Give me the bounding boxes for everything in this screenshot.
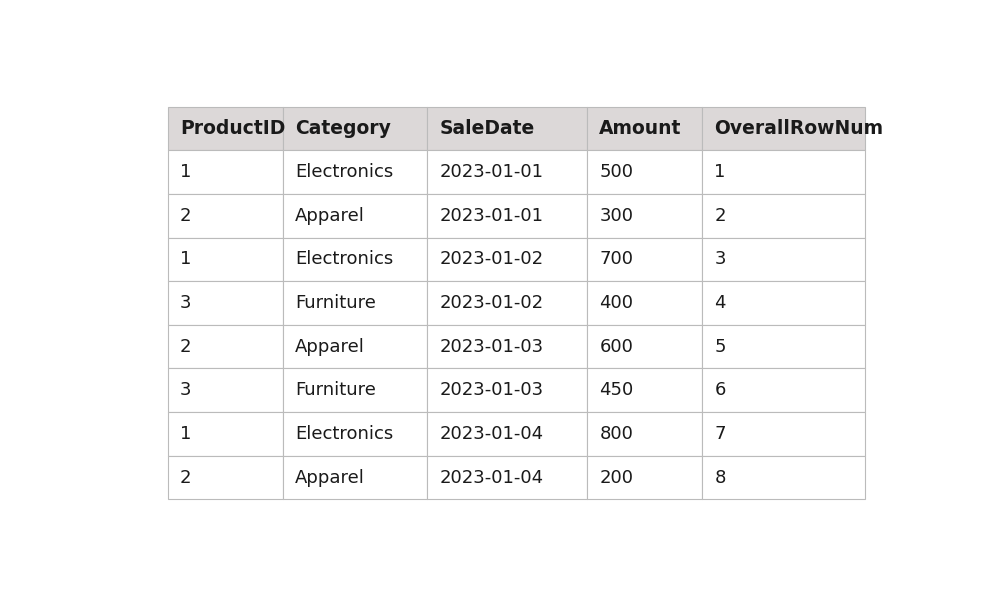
Text: 700: 700 xyxy=(599,250,633,268)
Bar xyxy=(283,238,427,281)
Bar xyxy=(168,368,283,412)
Text: 2: 2 xyxy=(714,207,726,225)
Text: ProductID: ProductID xyxy=(180,119,285,138)
Bar xyxy=(702,194,865,238)
Bar xyxy=(283,107,427,150)
Text: 200: 200 xyxy=(599,469,633,487)
Bar xyxy=(702,456,865,499)
Bar xyxy=(702,107,865,150)
Bar xyxy=(283,281,427,325)
Bar xyxy=(168,107,283,150)
Bar xyxy=(427,194,587,238)
Text: 1: 1 xyxy=(180,425,191,443)
Text: 600: 600 xyxy=(599,338,633,356)
Bar xyxy=(587,325,702,368)
Text: 1: 1 xyxy=(180,250,191,268)
Bar xyxy=(427,368,587,412)
Bar xyxy=(168,412,283,456)
Bar xyxy=(427,238,587,281)
Text: 6: 6 xyxy=(714,381,726,399)
Bar xyxy=(702,281,865,325)
Bar xyxy=(702,368,865,412)
Text: 400: 400 xyxy=(599,294,633,312)
Bar xyxy=(427,150,587,194)
Text: 5: 5 xyxy=(714,338,726,356)
Text: 4: 4 xyxy=(714,294,726,312)
Bar xyxy=(283,325,427,368)
Bar xyxy=(587,150,702,194)
Bar xyxy=(283,456,427,499)
Bar xyxy=(427,281,587,325)
Text: 2023-01-04: 2023-01-04 xyxy=(440,469,544,487)
Bar xyxy=(168,281,283,325)
Bar xyxy=(168,325,283,368)
Text: 3: 3 xyxy=(714,250,726,268)
Bar xyxy=(283,194,427,238)
Text: 2023-01-01: 2023-01-01 xyxy=(440,163,544,181)
Text: 3: 3 xyxy=(180,294,192,312)
Bar xyxy=(283,412,427,456)
Bar xyxy=(168,238,283,281)
Text: 2023-01-03: 2023-01-03 xyxy=(440,381,544,399)
Text: 3: 3 xyxy=(180,381,192,399)
Text: 300: 300 xyxy=(599,207,633,225)
Text: 2: 2 xyxy=(180,469,192,487)
Bar xyxy=(702,325,865,368)
Text: SaleDate: SaleDate xyxy=(440,119,535,138)
Text: 2: 2 xyxy=(180,338,192,356)
Text: Apparel: Apparel xyxy=(295,338,365,356)
Bar xyxy=(168,150,283,194)
Bar xyxy=(427,456,587,499)
Text: Amount: Amount xyxy=(599,119,682,138)
Text: 2023-01-02: 2023-01-02 xyxy=(440,250,544,268)
Bar xyxy=(587,238,702,281)
Bar xyxy=(587,107,702,150)
Text: 1: 1 xyxy=(180,163,191,181)
Bar xyxy=(702,150,865,194)
Text: Electronics: Electronics xyxy=(295,250,393,268)
Text: Electronics: Electronics xyxy=(295,425,393,443)
Bar xyxy=(587,368,702,412)
Bar xyxy=(427,107,587,150)
Text: 8: 8 xyxy=(714,469,726,487)
Bar xyxy=(427,325,587,368)
Bar xyxy=(427,412,587,456)
Bar xyxy=(283,368,427,412)
Text: Furniture: Furniture xyxy=(295,381,376,399)
Text: Category: Category xyxy=(295,119,391,138)
Text: 2023-01-04: 2023-01-04 xyxy=(440,425,544,443)
Text: 800: 800 xyxy=(599,425,633,443)
Text: Electronics: Electronics xyxy=(295,163,393,181)
Text: 500: 500 xyxy=(599,163,633,181)
Text: Apparel: Apparel xyxy=(295,469,365,487)
Bar xyxy=(702,238,865,281)
Text: 2023-01-01: 2023-01-01 xyxy=(440,207,544,225)
Bar xyxy=(587,194,702,238)
Bar xyxy=(283,150,427,194)
Bar xyxy=(587,281,702,325)
Text: 7: 7 xyxy=(714,425,726,443)
Bar xyxy=(587,456,702,499)
Text: 2023-01-02: 2023-01-02 xyxy=(440,294,544,312)
Text: OverallRowNum: OverallRowNum xyxy=(714,119,883,138)
Text: 2: 2 xyxy=(180,207,192,225)
Bar xyxy=(702,412,865,456)
Text: Apparel: Apparel xyxy=(295,207,365,225)
Text: 1: 1 xyxy=(714,163,726,181)
Text: 2023-01-03: 2023-01-03 xyxy=(440,338,544,356)
Text: Furniture: Furniture xyxy=(295,294,376,312)
Bar xyxy=(168,456,283,499)
Bar xyxy=(168,194,283,238)
Text: 450: 450 xyxy=(599,381,634,399)
Bar xyxy=(587,412,702,456)
